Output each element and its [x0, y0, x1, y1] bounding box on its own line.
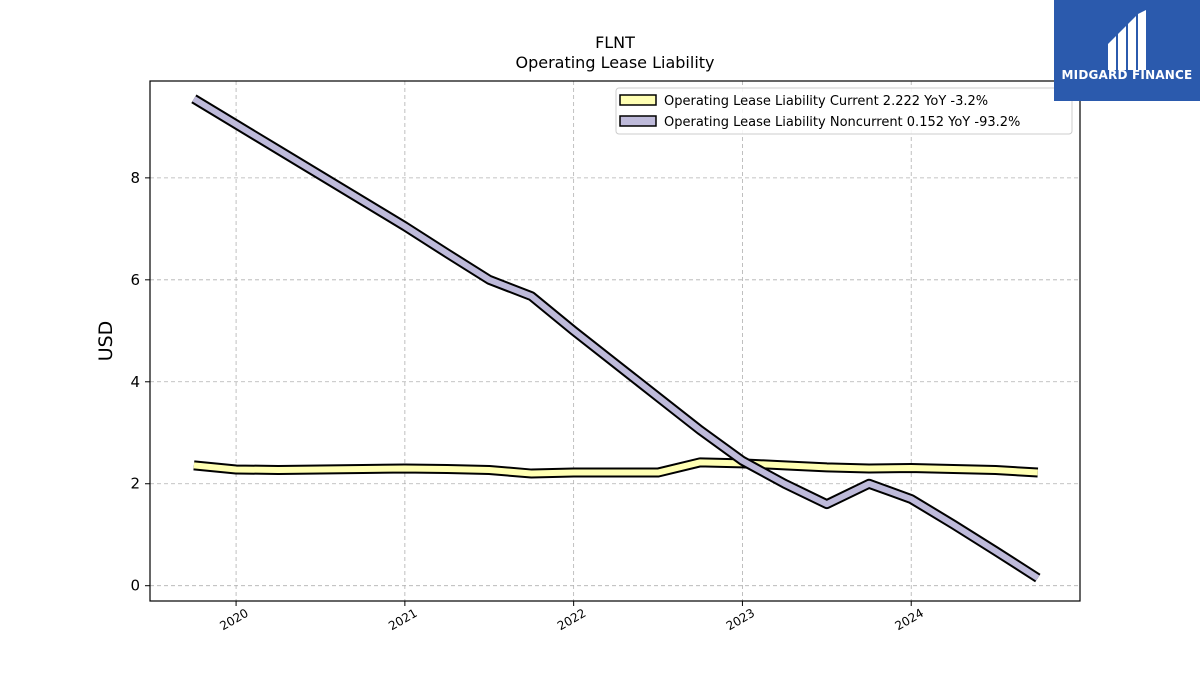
chart-subtitle: Operating Lease Liability	[515, 53, 714, 72]
y-tick-label: 8	[130, 169, 140, 187]
legend: Operating Lease Liability Current 2.222 …	[615, 87, 1073, 135]
x-tick-label: 2023	[724, 606, 757, 633]
plot-frame	[149, 80, 1081, 602]
x-axis-ticks: 2020 2021 2022 2023 2024	[217, 601, 926, 633]
y-tick-label: 4	[130, 373, 140, 391]
series-layer	[191, 94, 1041, 583]
legend-label-current: Operating Lease Liability Current 2.222 …	[664, 94, 988, 109]
series-line-1	[192, 96, 1040, 581]
chart-title: FLNT	[595, 33, 635, 52]
logo-mark-icon	[1108, 10, 1146, 70]
y-tick-label: 2	[130, 475, 140, 493]
y-axis-ticks: 0 2 4 6 8	[130, 169, 150, 595]
legend-swatch-current	[619, 94, 657, 106]
legend-label-noncurrent: Operating Lease Liability Noncurrent 0.1…	[664, 115, 1020, 130]
grid	[150, 81, 1080, 601]
y-axis-label: USD	[95, 321, 117, 362]
series-outline-1	[191, 94, 1041, 583]
x-tick-label: 2021	[386, 606, 419, 633]
x-tick-label: 2020	[217, 606, 250, 633]
series-line-0	[193, 459, 1038, 477]
legend-box	[615, 87, 1073, 135]
brand-logo: MIDGARD FINANCE	[1054, 0, 1200, 101]
legend-swatch-noncurrent	[619, 115, 657, 127]
x-tick-label: 2022	[555, 606, 588, 633]
y-tick-label: 6	[130, 271, 140, 289]
logo-text: MIDGARD FINANCE	[1061, 68, 1193, 82]
x-tick-label: 2024	[892, 606, 925, 633]
y-tick-label: 0	[130, 577, 140, 595]
